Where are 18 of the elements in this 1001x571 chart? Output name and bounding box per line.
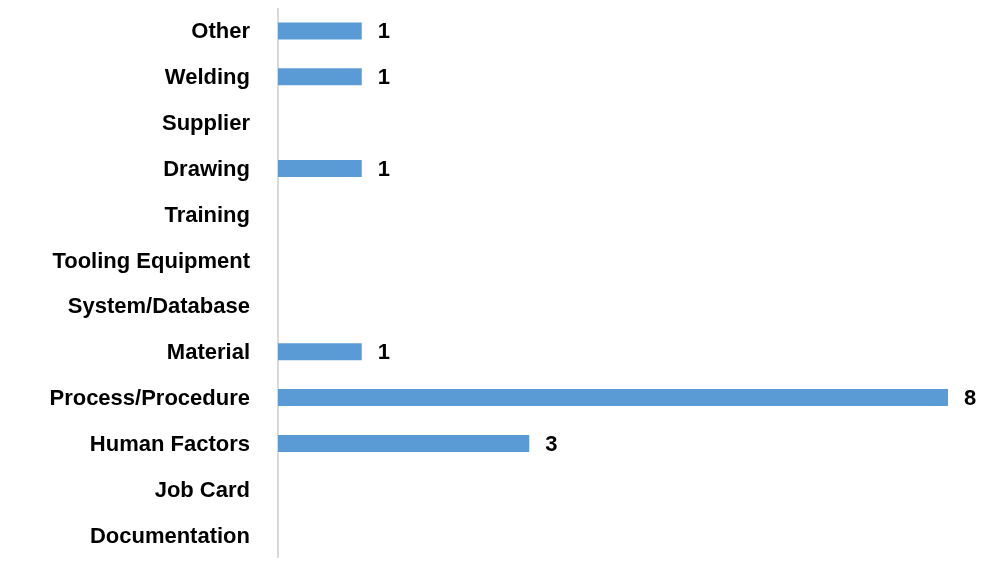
y-tick-label: Material [166, 339, 250, 365]
y-tick-label: Drawing [163, 155, 250, 181]
data-label: 1 [377, 18, 390, 44]
y-tick-label: Job Card [154, 476, 250, 502]
y-tick-label: Supplier [161, 110, 251, 136]
y-tick-label: Human Factors [89, 430, 250, 456]
data-label: 8 [964, 385, 977, 411]
y-tick-label: System/Database [67, 293, 250, 319]
y-tick-label: Process/Procedure [49, 385, 250, 411]
y-tick-label: Training [164, 201, 250, 227]
data-label: 3 [545, 430, 558, 456]
y-tick-label: Tooling Equipment [52, 247, 251, 273]
y-tick-label: Other [191, 18, 251, 44]
data-label: 1 [377, 155, 390, 181]
y-tick-label: Welding [164, 64, 250, 90]
data-label: 1 [377, 339, 390, 365]
y-tick-label: Documentation [89, 522, 250, 548]
data-label: 1 [377, 64, 390, 90]
